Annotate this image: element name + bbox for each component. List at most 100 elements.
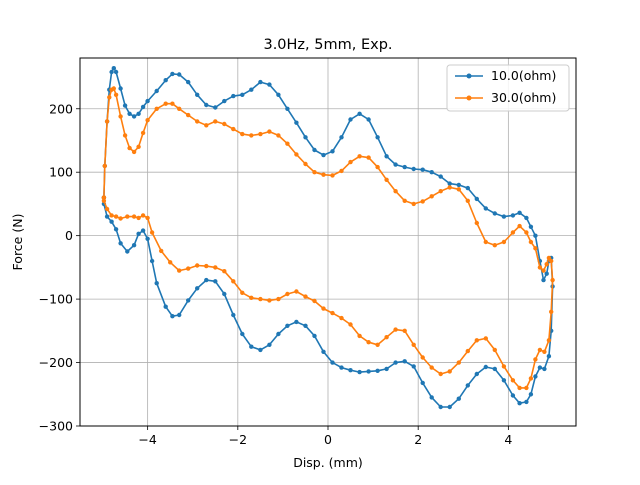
data-point [303,161,308,167]
data-point [101,195,107,200]
data-point [465,348,470,354]
data-point [524,399,529,405]
chart-title: 3.0Hz, 5mm, Exp. [263,37,392,53]
data-point [501,364,507,369]
data-point [524,230,529,235]
data-point [533,233,538,238]
data-point [541,277,546,283]
data-point [285,323,290,328]
data-point [231,126,236,132]
data-point [429,395,434,400]
data-point [195,286,200,291]
data-point [402,359,407,364]
data-point [186,266,191,271]
data-point [195,119,200,124]
data-point [140,213,146,218]
data-point [537,347,543,353]
data-point [163,101,168,106]
data-point [222,291,227,297]
data-point [321,306,326,311]
data-point [102,163,108,169]
data-point [330,310,335,316]
data-point [517,401,522,406]
data-point [465,383,470,388]
data-point [483,206,488,211]
data-point [510,213,516,218]
data-point [101,198,107,203]
data-point [510,378,516,383]
data-point [125,214,130,219]
data-point [258,131,263,137]
data-point [312,170,317,175]
data-point [447,404,452,410]
data-point [213,105,218,110]
data-point [537,265,543,270]
data-point [375,342,380,347]
data-point [104,119,110,124]
data-point [285,291,290,297]
data-point [136,231,141,236]
legend-marker-30ohm [466,95,472,101]
data-point [533,357,538,362]
data-point [546,255,552,261]
x-tick-label: −2 [229,432,247,447]
data-point [312,298,317,304]
data-point [213,119,218,124]
data-point [465,198,470,203]
data-point [393,162,398,167]
data-point [393,189,398,194]
data-point [549,309,554,314]
data-point [107,95,112,100]
data-point [170,71,175,77]
data-point [483,364,488,370]
data-point [492,211,497,216]
data-point [231,312,236,318]
data-point [546,338,552,343]
data-point [213,279,218,284]
data-point [303,135,308,140]
data-point [384,366,389,372]
data-point [195,92,200,98]
data-point [420,199,425,204]
data-point [168,260,173,265]
data-point [122,103,128,108]
data-point [483,239,488,245]
data-point [145,236,150,241]
data-point [303,294,308,299]
data-point [276,331,281,337]
data-point [549,258,554,264]
data-point [240,92,245,98]
y-tick-label: −100 [39,292,73,307]
data-point [131,149,137,155]
x-tick-label: 4 [504,432,512,447]
data-point [546,354,552,359]
data-point [231,93,236,99]
ticks: −4 −2 0 2 4 −300 −200 −100 0 100 200 [39,101,513,447]
data-point [267,298,272,303]
data-point [483,336,488,341]
data-point [330,173,335,178]
data-point [294,120,299,125]
data-point [258,347,263,353]
data-point [249,344,254,349]
data-point [528,392,534,397]
series-layer [101,66,555,410]
data-point [125,249,130,254]
data-point [111,86,117,91]
x-tick-label: −4 [138,432,156,447]
data-point [429,365,434,370]
data-point [544,271,549,276]
data-point [456,396,461,401]
data-point [249,295,254,300]
data-point [145,118,150,123]
y-tick-label: 0 [65,228,73,243]
y-axis-label: Force (N) [10,214,25,271]
data-point [420,380,425,386]
data-point [204,102,209,108]
data-point [186,79,191,85]
data-point [312,333,317,339]
data-point [170,101,175,106]
data-point [149,258,155,264]
data-point [541,268,546,273]
